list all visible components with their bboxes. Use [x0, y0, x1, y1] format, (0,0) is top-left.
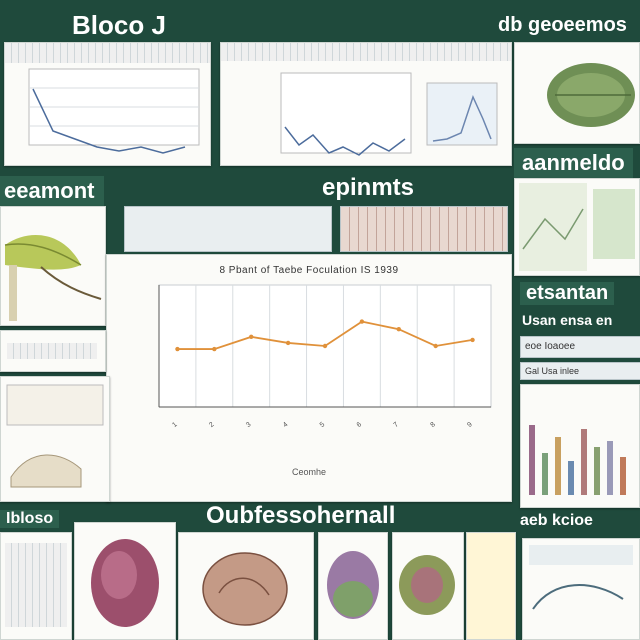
decor-bar: [542, 453, 548, 495]
decor-bar: [620, 457, 626, 495]
decor-bar: [555, 437, 561, 495]
left-table-panel[interactable]: [0, 330, 106, 372]
main-chart-xlabel: Ceomhe: [291, 467, 327, 477]
top-center-chart-panel[interactable]: [220, 42, 512, 166]
data-point: [175, 346, 180, 352]
right-side-strip-2: Gal Usa inlee: [520, 362, 640, 380]
top-left-chart-panel[interactable]: [4, 42, 211, 166]
map-illustration: [519, 183, 635, 271]
bottom-organ-panel-3[interactable]: [318, 532, 388, 640]
bottom-title: Oubfessohernall: [206, 502, 396, 529]
sketch-illustration-2: [529, 545, 633, 610]
center-top-strip-left: [124, 206, 332, 252]
right-bar-chart: [529, 425, 626, 495]
organ-illustration-1: [91, 539, 159, 627]
right-bar-chart-panel[interactable]: [520, 384, 640, 508]
data-point: [322, 343, 328, 349]
data-point: [396, 327, 401, 332]
bottom-right-sketch-panel[interactable]: [522, 538, 640, 640]
bottom-organ-panel-4[interactable]: [392, 532, 464, 640]
x-tick-label: 8: [429, 421, 437, 429]
top-right-illustration-panel[interactable]: [514, 42, 640, 144]
right-lower-subtitle: Usan ensa en: [522, 312, 613, 328]
data-point: [359, 319, 365, 324]
leaf-illustration: [547, 63, 635, 127]
right-maps-panel[interactable]: [514, 178, 640, 276]
x-tick-label: 7: [393, 421, 401, 429]
data-point: [285, 340, 291, 346]
center-title: epinmts: [322, 174, 415, 201]
left-mid-title: eeamont: [0, 176, 105, 206]
decor-bar: [529, 425, 535, 495]
center-top-strip-right: [340, 206, 508, 252]
x-tick-label: 4: [282, 421, 290, 429]
right-mid-title: aanmeldo: [514, 148, 633, 178]
data-point: [249, 334, 254, 340]
bottom-right-title: aeb kcioe: [520, 512, 593, 529]
data-point: [433, 343, 438, 349]
bottom-table-panel[interactable]: [0, 532, 72, 640]
top-left-line-chart: [28, 68, 200, 154]
bottom-note-panel[interactable]: [466, 532, 516, 640]
right-lower-title: etsantan: [520, 282, 615, 305]
main-line-chart: 1 2 3 4 5 6 7 8 9: [158, 284, 492, 429]
data-point: [470, 337, 475, 343]
banana-leaf-illustration: [4, 234, 102, 321]
x-tick-label: 1: [171, 421, 179, 429]
decor-bar: [568, 461, 574, 495]
x-tick-label: 5: [319, 421, 327, 429]
organ-illustration-3: [327, 551, 379, 619]
x-tick-label: 3: [245, 421, 253, 429]
organ-illustration-2: [202, 552, 288, 626]
main-chart-panel[interactable]: 8 Pbant of Taebe Foculation IS 1939 1 2 3 4…: [106, 254, 512, 502]
sketch-illustration: [6, 384, 104, 488]
bottom-organ-panel-2[interactable]: [178, 532, 314, 640]
left-sketch-panel[interactable]: [0, 376, 110, 502]
x-tick-label: 9: [466, 421, 474, 429]
x-tick-label: 6: [356, 421, 364, 429]
data-point: [212, 346, 217, 352]
organ-illustration-4: [399, 555, 455, 615]
x-tick-label: 2: [208, 421, 216, 429]
left-leaf-panel[interactable]: [0, 206, 106, 326]
header-right-title: db geoeemos: [498, 14, 627, 36]
header-left-title: Bloco J: [72, 10, 166, 40]
bottom-left-title: Ibloso: [0, 510, 60, 528]
decor-bar: [581, 429, 587, 495]
decor-bar: [594, 447, 600, 495]
decor-bar: [607, 441, 613, 495]
right-side-strip-1: eoe Ioaoee: [520, 336, 640, 358]
top-center-line-chart: [280, 72, 498, 156]
main-chart-title: 8 Pbant of Taebe Foculation IS 1939: [219, 265, 399, 276]
bottom-organ-panel-1[interactable]: [74, 522, 176, 640]
